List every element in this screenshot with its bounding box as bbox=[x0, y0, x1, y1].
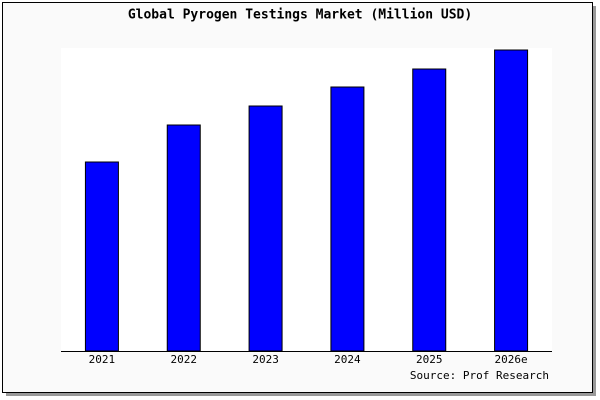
source-note: Source: Prof Research bbox=[410, 369, 549, 382]
x-tick-label: 2025 bbox=[416, 353, 443, 366]
chart-title: Global Pyrogen Testings Market (Million … bbox=[128, 8, 472, 23]
x-tick-label: 2026e bbox=[495, 353, 528, 366]
bar bbox=[412, 68, 447, 352]
x-tick-label: 2021 bbox=[89, 353, 116, 366]
x-tick-label: 2023 bbox=[252, 353, 279, 366]
bar bbox=[166, 124, 201, 352]
bar bbox=[84, 161, 119, 352]
plot-area bbox=[61, 48, 552, 351]
x-tick-label: 2022 bbox=[171, 353, 198, 366]
bar bbox=[494, 49, 529, 352]
bar bbox=[248, 105, 283, 352]
x-tick-label: 2024 bbox=[334, 353, 361, 366]
bar bbox=[330, 86, 365, 352]
